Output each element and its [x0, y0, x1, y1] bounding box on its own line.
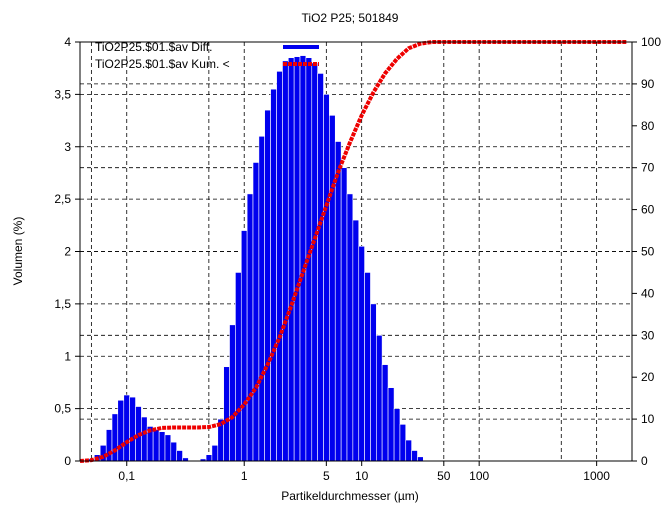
y2-tick-label: 90 — [641, 77, 655, 91]
x-tick-label: 1000 — [583, 469, 610, 483]
histogram-bar — [317, 73, 324, 462]
histogram-bar — [346, 193, 354, 462]
histogram-bar — [276, 71, 283, 462]
y2-tick-label: 60 — [641, 203, 655, 217]
histogram-bar — [205, 454, 213, 462]
histogram-bar — [381, 364, 389, 462]
y2-tick-label: 10 — [641, 412, 655, 426]
histogram-bar — [229, 324, 236, 462]
histogram-bar — [282, 60, 289, 462]
histogram-bar — [323, 94, 330, 462]
legend: TiO2P25.$01.$av Diff. TiO2P25.$01.$av Ku… — [95, 40, 319, 71]
histogram-bar — [399, 424, 407, 462]
histogram-bar — [387, 387, 395, 462]
histogram-bar — [252, 162, 260, 462]
x-axis-ticks: 0,1 1 5 10 50 100 1000 — [118, 461, 610, 483]
histogram-bar — [164, 434, 172, 462]
y-tick-label: 3,5 — [54, 87, 71, 101]
histogram-bar — [211, 444, 219, 462]
y-tick-label: 0 — [64, 454, 71, 468]
histogram-bar — [417, 456, 424, 462]
histogram-bar — [411, 450, 418, 462]
histogram-bar — [264, 109, 271, 462]
x-tick-label: 100 — [469, 469, 489, 483]
y-tick-label: 0,5 — [54, 402, 71, 416]
histogram-bar — [311, 62, 318, 462]
y-tick-label: 1 — [64, 349, 71, 363]
y2-tick-label: 80 — [641, 119, 655, 133]
histogram-bar — [117, 399, 125, 462]
y2-tick-label: 30 — [641, 328, 655, 342]
y2-tick-label: 100 — [641, 35, 661, 49]
histogram-bar — [141, 416, 148, 462]
histogram-bar — [370, 303, 377, 462]
y-tick-label: 2 — [64, 245, 71, 259]
y-axis-label: Volumen (%) — [11, 217, 25, 286]
histogram-bar — [358, 245, 365, 462]
x-axis-label: Partikeldurchmesser (µm) — [281, 489, 419, 503]
cumulative-line — [79, 40, 627, 463]
histogram-bar — [287, 57, 295, 462]
y2-axis-ticks: 0 10 20 30 40 50 60 70 80 90 100 — [632, 35, 661, 468]
y2-tick-label: 20 — [641, 370, 655, 384]
histogram-bar — [235, 272, 242, 462]
histogram-bar — [376, 334, 383, 462]
y2-tick-label: 50 — [641, 245, 655, 259]
histogram-bar — [299, 55, 307, 462]
histogram-bar — [176, 450, 183, 462]
x-tick-label: 10 — [355, 469, 369, 483]
histogram-bar — [393, 408, 401, 462]
x-tick-label: 50 — [437, 469, 451, 483]
legend-label-diff: TiO2P25.$01.$av Diff. — [95, 40, 212, 54]
histogram-bar — [352, 219, 360, 462]
histogram-bar — [129, 396, 136, 462]
histogram-bar — [158, 431, 166, 462]
y2-tick-label: 0 — [641, 454, 648, 468]
histogram-bar — [246, 193, 254, 462]
histogram-bar — [364, 272, 371, 462]
y2-tick-label: 70 — [641, 161, 655, 175]
x-tick-label: 1 — [241, 469, 248, 483]
legend-entry-diff: TiO2P25.$01.$av Diff. — [95, 40, 319, 54]
histogram-bar — [293, 56, 301, 462]
y-tick-label: 1,5 — [54, 297, 71, 311]
histogram-bar — [334, 141, 342, 462]
x-tick-label: 5 — [323, 469, 330, 483]
histogram-bar — [223, 366, 230, 462]
histogram-bar — [340, 167, 348, 462]
y-tick-label: 2,5 — [54, 192, 71, 206]
chart-title: TiO2 P25; 501849 — [302, 11, 399, 25]
histogram-bar — [258, 135, 265, 462]
x-tick-label: 0,1 — [118, 469, 135, 483]
histogram-bar — [152, 429, 160, 462]
histogram-bar — [240, 230, 248, 462]
legend-label-cumulative: TiO2P25.$01.$av Kum. < — [95, 57, 230, 71]
histogram-bar — [111, 413, 119, 462]
y-tick-label: 4 — [64, 35, 71, 49]
histogram-bar — [405, 439, 412, 462]
cumulative-series — [79, 40, 627, 463]
histogram-bar — [123, 394, 130, 462]
y2-tick-label: 40 — [641, 286, 655, 300]
y-tick-label: 3 — [64, 140, 71, 154]
histogram-bar — [329, 115, 336, 462]
histogram-bar — [270, 88, 277, 462]
legend-entry-cumulative: TiO2P25.$01.$av Kum. < — [95, 57, 319, 71]
y-axis-ticks: 0 0,5 1 1,5 2 2,5 3 3,5 4 — [54, 35, 80, 468]
histogram-bar — [170, 441, 177, 462]
